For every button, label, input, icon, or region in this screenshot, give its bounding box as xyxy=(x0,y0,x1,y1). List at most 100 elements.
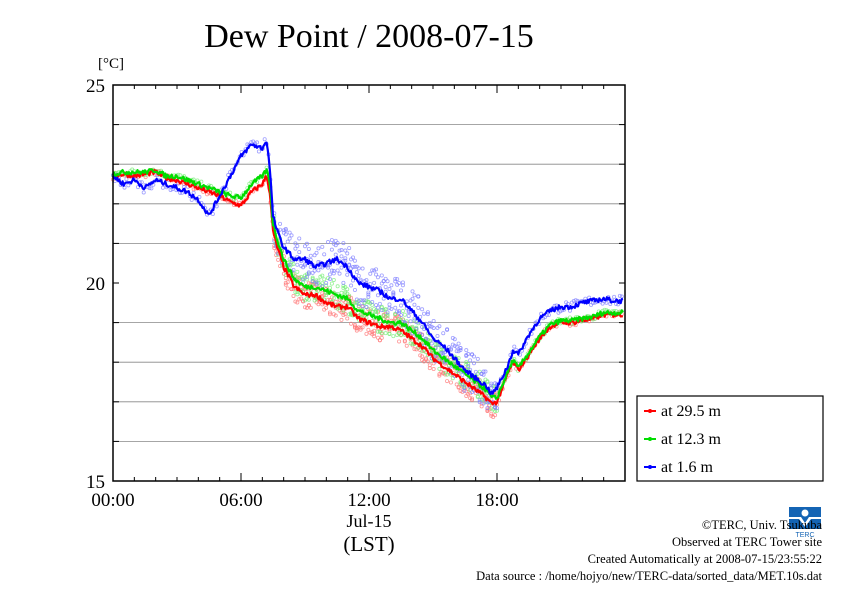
data-point xyxy=(385,279,390,284)
data-point xyxy=(479,404,484,409)
data-point xyxy=(339,290,344,295)
data-point xyxy=(441,350,446,355)
data-point xyxy=(445,372,450,377)
data-point xyxy=(126,183,131,188)
data-point xyxy=(427,324,432,329)
data-point xyxy=(341,241,346,246)
data-point xyxy=(147,186,152,191)
data-point xyxy=(327,310,332,315)
data-point xyxy=(468,358,473,363)
data-point xyxy=(349,312,354,317)
data-point xyxy=(326,265,331,270)
data-point xyxy=(391,334,396,339)
data-point xyxy=(420,307,425,312)
data-point xyxy=(475,394,480,399)
data-point xyxy=(456,385,461,390)
data-point xyxy=(617,293,622,298)
data-point xyxy=(485,379,490,384)
data-point xyxy=(387,287,392,292)
data-point xyxy=(352,322,357,327)
data-point xyxy=(320,302,325,307)
data-point xyxy=(387,302,392,307)
data-point xyxy=(427,363,432,368)
data-point xyxy=(358,312,363,317)
data-point xyxy=(360,303,365,308)
x-tick-label: 06:00 xyxy=(219,490,262,511)
data-point xyxy=(276,257,281,262)
data-point xyxy=(360,266,365,271)
data-point xyxy=(398,303,403,308)
x-tick-label: 00:00 xyxy=(91,490,134,511)
data-point xyxy=(314,281,319,286)
data-point xyxy=(387,331,392,336)
chart-title: Dew Point / 2008-07-15 xyxy=(204,18,534,55)
data-point xyxy=(168,187,173,192)
data-point xyxy=(124,177,129,182)
data-point xyxy=(470,352,475,357)
data-point xyxy=(343,291,348,296)
data-point xyxy=(375,293,380,298)
data-point xyxy=(412,302,417,307)
data-point xyxy=(410,342,415,347)
data-point xyxy=(360,325,365,330)
data-point xyxy=(364,331,369,336)
data-point xyxy=(360,298,365,303)
data-point xyxy=(466,387,471,392)
data-point xyxy=(546,313,551,318)
data-point xyxy=(308,253,313,258)
data-point xyxy=(435,333,440,338)
data-point xyxy=(312,268,317,273)
data-point xyxy=(452,343,457,348)
x-tick-label: 12:00 xyxy=(347,490,390,511)
data-point xyxy=(377,338,382,343)
series-lines xyxy=(111,141,624,406)
data-point xyxy=(306,297,311,302)
data-point xyxy=(341,312,346,317)
data-point xyxy=(289,287,294,292)
data-point xyxy=(347,246,352,251)
data-point xyxy=(481,401,486,406)
data-point xyxy=(422,311,427,316)
data-point xyxy=(370,299,375,304)
data-point xyxy=(327,285,332,290)
data-point xyxy=(289,233,294,238)
data-point xyxy=(314,280,319,285)
legend-label: at 29.5 m xyxy=(661,403,722,420)
data-point xyxy=(471,354,476,359)
data-point xyxy=(454,344,459,349)
data-point xyxy=(431,367,436,372)
data-point xyxy=(256,149,261,154)
data-point xyxy=(189,197,194,202)
data-point xyxy=(226,173,231,178)
legend-marker xyxy=(648,465,652,469)
data-point xyxy=(345,316,350,321)
legend-marker xyxy=(648,409,652,413)
data-point xyxy=(283,280,288,285)
data-point xyxy=(306,246,311,251)
data-point xyxy=(393,276,398,281)
data-point xyxy=(460,372,465,377)
data-point xyxy=(571,298,576,303)
data-point xyxy=(299,296,304,301)
data-point xyxy=(310,279,315,284)
legend-label: at 1.6 m xyxy=(661,459,714,476)
data-point xyxy=(302,244,307,249)
data-point xyxy=(326,240,331,245)
data-point xyxy=(356,266,361,271)
data-point xyxy=(278,221,283,226)
data-point xyxy=(462,384,467,389)
data-point xyxy=(416,294,421,299)
data-point xyxy=(349,257,354,262)
data-point xyxy=(356,302,361,307)
data-point xyxy=(343,312,348,317)
data-point xyxy=(352,264,357,269)
data-point xyxy=(397,309,402,314)
data-point xyxy=(412,293,417,298)
data-point xyxy=(322,277,327,282)
data-point xyxy=(343,300,348,305)
data-point xyxy=(329,268,334,273)
data-point xyxy=(283,228,288,233)
data-point xyxy=(370,268,375,273)
data-point xyxy=(320,273,325,278)
data-point xyxy=(493,413,498,418)
